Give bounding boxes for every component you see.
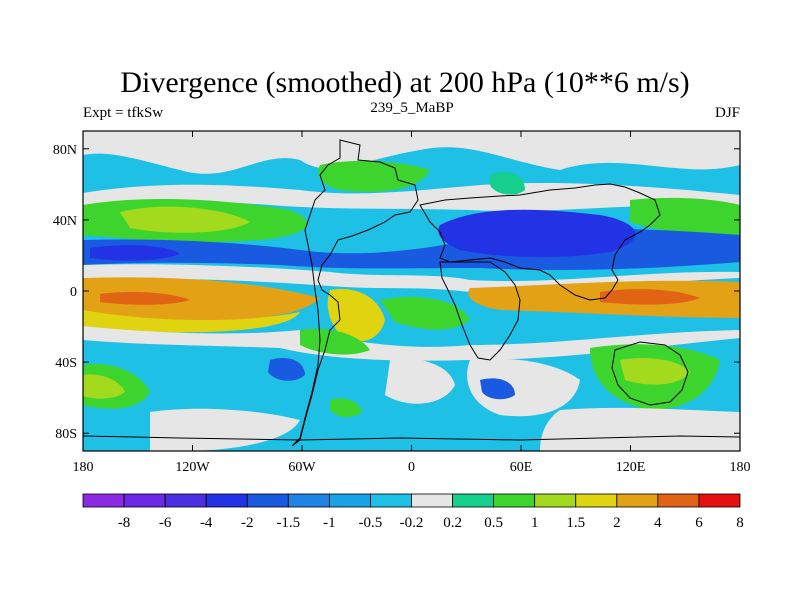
field-sh-blue-spots xyxy=(268,357,515,400)
field-nh-yellowgreen xyxy=(120,206,250,233)
colorbar-swatch xyxy=(411,493,453,508)
y-tick-label: 40N xyxy=(53,214,77,229)
colorbar-label: -6 xyxy=(159,515,172,531)
colorbar-swatch xyxy=(246,493,289,508)
field-dark-blue-pacific xyxy=(90,245,180,261)
x-tick-label: 180 xyxy=(73,460,94,475)
colorbar-label: -0.5 xyxy=(359,515,383,531)
field-eq-yellow-fringe xyxy=(83,310,300,333)
field-eq-yellow-atlantic xyxy=(327,289,385,342)
colorbar-swatch xyxy=(205,493,248,508)
colorbar-swatch xyxy=(698,493,741,508)
colorbar-swatch xyxy=(370,493,412,508)
field-nh-teal-east xyxy=(490,172,525,195)
x-tick-label: 120E xyxy=(616,460,646,475)
field-nh-green-north xyxy=(318,160,430,192)
americas-outline xyxy=(291,139,419,447)
chart-title: Divergence (smoothed) at 200 hPa (10**6 … xyxy=(120,66,689,99)
field-dark-blue-asia xyxy=(438,209,636,258)
y-tick-label: 80N xyxy=(53,143,77,158)
x-axis-ticks: 180 120W 60W 0 60E 120E 180 xyxy=(73,131,751,475)
field-sh-yellowgreen-australia xyxy=(620,358,690,385)
colorbar: -8 -6 -4 -2 -1.5 -1 -0.5 -0.2 0.2 0.5 1 1.5 2 4 6 8 xyxy=(82,493,744,531)
y-axis-ticks: 80N 40N 0 40S 80S xyxy=(53,143,740,442)
colorbar-label: 0.5 xyxy=(484,515,503,531)
colorbar-swatch xyxy=(123,493,166,508)
colorbar-label: 1 xyxy=(531,515,539,531)
x-tick-label: 120W xyxy=(175,460,210,475)
eurasia-outline xyxy=(419,183,661,301)
colorbar-swatch xyxy=(493,493,536,508)
colorbar-label: 1.5 xyxy=(566,515,585,531)
australia-outline xyxy=(611,341,689,406)
colorbar-label: 6 xyxy=(695,515,703,531)
colorbar-label: 2 xyxy=(613,515,621,531)
colorbar-label: 4 xyxy=(654,515,662,531)
field-sh-grey-africa xyxy=(467,358,580,417)
colorbar-swatch xyxy=(82,493,125,508)
field-eq-green-atlantic xyxy=(380,296,470,330)
y-tick-label: 0 xyxy=(70,285,77,300)
colorbar-swatch xyxy=(575,493,618,508)
colorbar-swatch xyxy=(616,493,659,508)
colorbar-label: -1 xyxy=(323,515,336,531)
colorbar-label: 8 xyxy=(736,515,744,531)
africa-outline xyxy=(439,261,521,361)
x-tick-label: 60W xyxy=(288,460,316,475)
x-tick-label: 0 xyxy=(408,460,415,475)
field-arctic-grey xyxy=(83,131,740,174)
colorbar-label: 0.2 xyxy=(443,515,462,531)
field-sh-grey-atlantic xyxy=(385,358,455,404)
plot-area xyxy=(83,131,740,451)
colorbar-label: -8 xyxy=(118,515,131,531)
field-sh-green-strip xyxy=(300,328,370,355)
field-sh-yellowgreen-pacific xyxy=(83,374,125,399)
colorbar-swatch xyxy=(657,493,700,508)
colorbar-swatch xyxy=(534,493,577,508)
subtitle-left: Expt = tfkSw xyxy=(83,105,163,121)
colorbar-swatch xyxy=(287,493,330,508)
continent-outlines xyxy=(83,139,740,447)
field-sh-grey-southpacific xyxy=(150,408,300,451)
y-tick-label: 80S xyxy=(55,427,77,442)
subtitle-right: DJF xyxy=(715,105,740,121)
colorbar-swatch xyxy=(164,493,207,508)
colorbar-label: -2 xyxy=(241,515,254,531)
colorbar-label: -1.5 xyxy=(276,515,300,531)
colorbar-label: -0.2 xyxy=(400,515,424,531)
colorbar-swatch xyxy=(452,493,495,508)
field-nh-grey-band xyxy=(83,183,740,212)
field-eq-red-core xyxy=(100,292,190,305)
subtitle-center: 239_5_MaBP xyxy=(370,100,453,116)
y-tick-label: 40S xyxy=(55,356,77,371)
field-sh-grey-south xyxy=(540,407,740,451)
antarctica-outline xyxy=(83,435,740,441)
field-sh-green-southatl xyxy=(330,398,362,418)
field-sh-grey-band xyxy=(83,326,740,361)
x-tick-label: 180 xyxy=(730,460,751,475)
colorbar-label: -4 xyxy=(200,515,213,531)
x-tick-label: 60E xyxy=(510,460,533,475)
field-eq-orange-band xyxy=(83,277,320,321)
field-eq-red-east xyxy=(600,289,700,305)
colorbar-swatch xyxy=(328,493,371,508)
